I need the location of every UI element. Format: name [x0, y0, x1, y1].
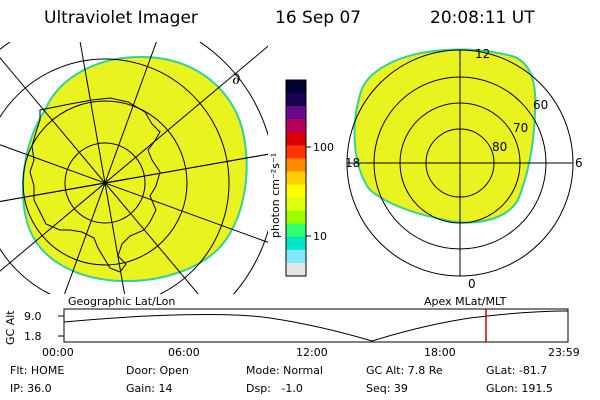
gain-status: Gain: 14: [126, 382, 173, 395]
colorbar-segment: [286, 249, 306, 264]
geo-longitude: GLon: 191.5: [486, 382, 553, 395]
gc-alt-status: GC Alt: 7.8 Re: [366, 364, 443, 377]
mlt-label-0: 0: [468, 277, 476, 291]
colorbar-segment: [286, 132, 306, 146]
colorbar-tick-100: 100: [313, 141, 334, 154]
colorbar-segment: [286, 158, 306, 172]
emission-region-right: [353, 48, 537, 224]
gc-alt-frame: [63, 308, 569, 343]
colorbar-segment: [286, 223, 306, 238]
colorbar-segment: [286, 236, 306, 251]
date-label: 16 Sep 07: [275, 8, 362, 28]
x-tick-label: 06:00: [168, 346, 200, 359]
y-tick-label-top: 9.0: [24, 310, 42, 323]
colorbar-segment: [286, 184, 306, 199]
color-scale-bar: 100 10 photon cm⁻²s⁻¹: [269, 79, 334, 277]
x-tick-label: 23:59: [548, 346, 580, 359]
magnetic-polar-plot: [346, 48, 574, 277]
x-tick-label: 18:00: [424, 346, 456, 359]
mode-status: Mode: Normal: [246, 364, 323, 377]
lat-circle: [22, 100, 188, 266]
emission-region-left: [21, 55, 248, 283]
flight-status: Flt: HOME: [10, 364, 65, 377]
colorbar-segment: [286, 171, 306, 186]
colorbar-segment: [286, 262, 306, 277]
gc-alt-plot: 9.0 1.8 GC Alt 00:00 06:00 12:00 18:00 2…: [4, 308, 580, 359]
ip-status: IP: 36.0: [10, 382, 52, 395]
colorbar-unit-label: photon cm⁻²s⁻¹: [269, 153, 282, 238]
geo-latitude: GLat: -81.7: [486, 364, 548, 377]
instrument-title: Ultraviolet Imager: [44, 8, 198, 28]
mlat-label-70: 70: [513, 121, 528, 135]
mlat-label-80: 80: [492, 140, 507, 154]
colorbar-segment: [286, 145, 306, 159]
x-tick-label: 12:00: [296, 346, 328, 359]
colorbar-segment: [286, 119, 306, 133]
gc-alt-curve: [63, 310, 569, 342]
left-map-caption: Geographic Lat/Lon: [68, 295, 175, 308]
longitude-line: [0, 153, 268, 203]
colorbar-tick-10: 10: [313, 230, 327, 243]
longitude-lines: [0, 42, 268, 294]
colorbar-segment: [286, 93, 306, 107]
door-status: Door: Open: [126, 364, 189, 377]
mlt-label-18: 18: [345, 156, 360, 170]
colorbar-segment: [286, 80, 306, 94]
colorbar-segment: [286, 106, 306, 120]
colorbar-segment: [286, 210, 306, 225]
colorbar-segment: [286, 197, 306, 212]
x-tick-label: 00:00: [42, 346, 74, 359]
right-map-caption: Apex MLat/MLT: [424, 295, 507, 308]
mlat-label-60: 60: [533, 98, 548, 112]
time-label: 20:08:11 UT: [430, 8, 535, 28]
y-tick-label-bottom: 1.8: [24, 330, 42, 343]
orientation-glyph: ∂: [232, 69, 240, 88]
sequence-status: Seq: 39: [366, 382, 408, 395]
dsp-status: Dsp: -1.0: [246, 382, 303, 395]
mlt-label-6: 6: [575, 156, 583, 170]
lat-circle: [0, 58, 230, 294]
y-axis-label: GC Alt: [4, 310, 17, 345]
mlt-label-12: 12: [475, 47, 490, 61]
lat-circle: [64, 142, 146, 224]
geographic-map: [0, 42, 268, 294]
